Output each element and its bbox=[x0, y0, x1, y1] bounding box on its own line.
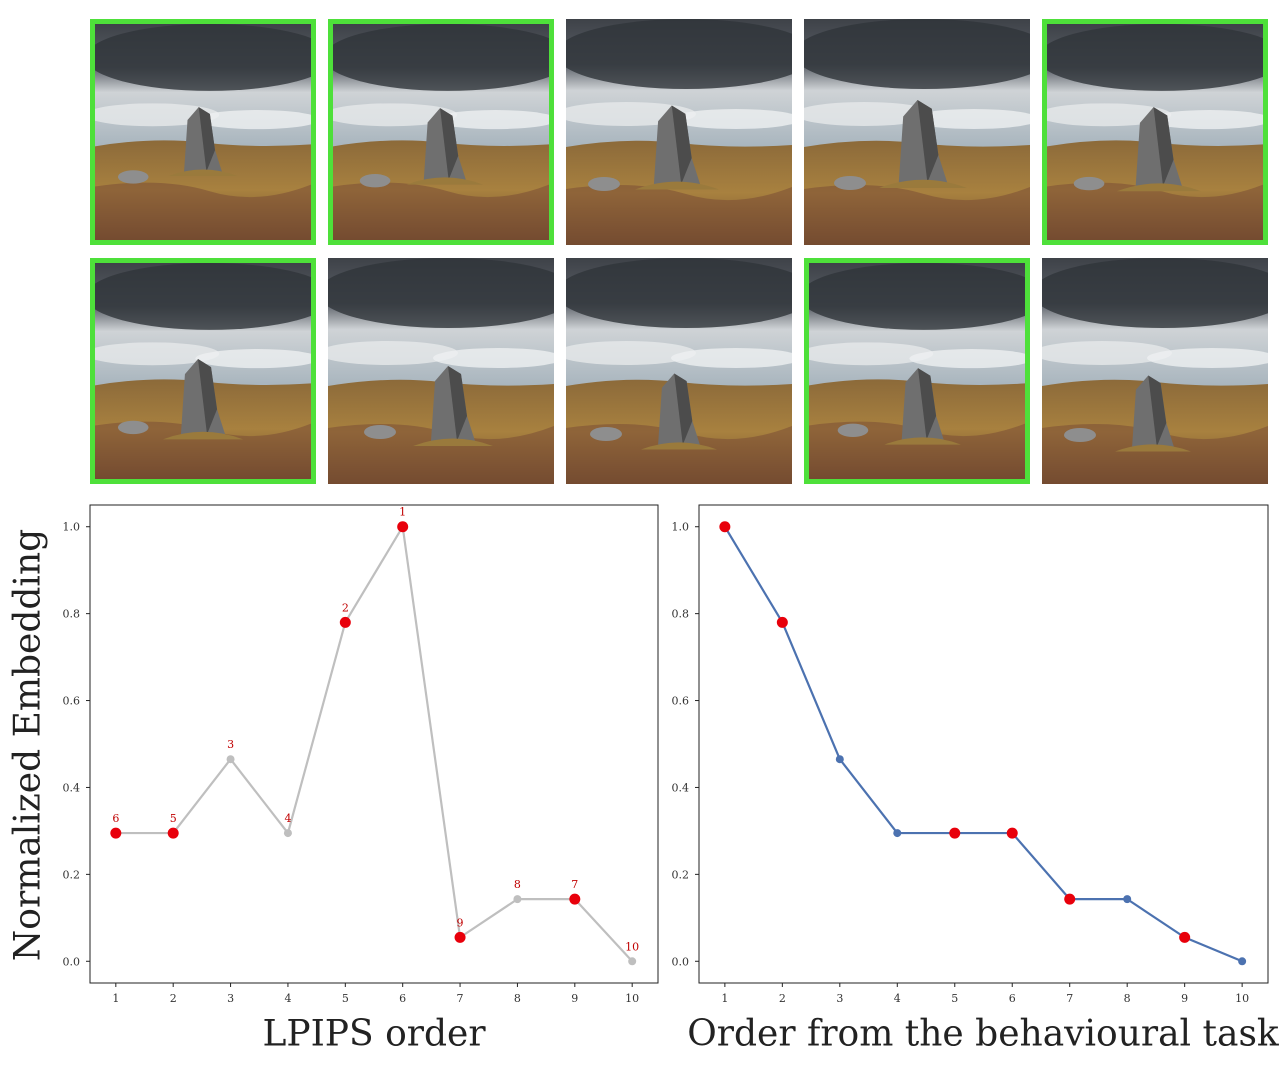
point-label: 1 bbox=[399, 506, 406, 519]
landscape-image bbox=[90, 19, 316, 245]
data-point-highlighted bbox=[776, 616, 788, 628]
x-tick-label: 6 bbox=[399, 992, 406, 1005]
x-tick-label: 2 bbox=[779, 992, 786, 1005]
landscape-image bbox=[566, 258, 792, 484]
y-tick-label: 0.2 bbox=[63, 868, 81, 881]
point-label: 10 bbox=[625, 940, 639, 953]
data-point-highlighted bbox=[167, 827, 179, 839]
x-tick-label: 8 bbox=[1124, 992, 1131, 1005]
landscape-image bbox=[804, 258, 1030, 484]
y-tick-label: 0.2 bbox=[672, 868, 690, 881]
landscape-image bbox=[1042, 258, 1268, 484]
x-axis-label-right: Order from the behavioural task bbox=[687, 1013, 1279, 1055]
x-tick-label: 7 bbox=[457, 992, 464, 1005]
point-label: 2 bbox=[342, 601, 349, 614]
point-label: 4 bbox=[284, 812, 291, 825]
y-tick-label: 0.4 bbox=[63, 781, 81, 794]
y-tick-label: 0.6 bbox=[63, 695, 81, 708]
x-tick-label: 4 bbox=[894, 992, 901, 1005]
data-point bbox=[893, 829, 902, 838]
y-tick-label: 1.0 bbox=[672, 521, 690, 534]
y-tick-label: 1.0 bbox=[63, 521, 81, 534]
data-point bbox=[628, 957, 637, 966]
data-point bbox=[226, 755, 235, 764]
landscape-image bbox=[804, 19, 1030, 245]
x-tick-label: 3 bbox=[227, 992, 234, 1005]
data-point bbox=[1238, 957, 1247, 966]
landscape-image bbox=[328, 19, 554, 245]
data-point-highlighted bbox=[719, 521, 731, 533]
data-point-highlighted bbox=[339, 616, 351, 628]
data-point-highlighted bbox=[454, 931, 466, 943]
x-tick-label: 5 bbox=[342, 992, 349, 1005]
data-point-highlighted bbox=[110, 827, 122, 839]
landscape-image bbox=[1042, 19, 1268, 245]
point-label: 8 bbox=[514, 878, 521, 891]
x-axis-label-left: LPIPS order bbox=[262, 1013, 486, 1055]
data-point-highlighted bbox=[1179, 931, 1191, 943]
data-point-highlighted bbox=[397, 521, 409, 533]
y-tick-label: 0.8 bbox=[672, 608, 690, 621]
data-point bbox=[283, 829, 292, 838]
axes-frame bbox=[89, 504, 659, 984]
x-tick-label: 9 bbox=[571, 992, 578, 1005]
x-tick-label: 4 bbox=[284, 992, 291, 1005]
data-point-highlighted bbox=[1064, 893, 1076, 905]
x-tick-label: 6 bbox=[1009, 992, 1016, 1005]
x-tick-label: 2 bbox=[170, 992, 177, 1005]
data-point bbox=[1123, 895, 1132, 904]
axes-frame bbox=[698, 504, 1269, 984]
x-tick-label: 8 bbox=[514, 992, 521, 1005]
point-label: 3 bbox=[227, 738, 234, 751]
x-tick-label: 10 bbox=[625, 992, 639, 1005]
x-tick-label: 10 bbox=[1235, 992, 1249, 1005]
y-tick-label: 0.8 bbox=[63, 608, 81, 621]
point-label: 6 bbox=[112, 812, 119, 825]
data-point-highlighted bbox=[949, 827, 961, 839]
y-tick-label: 0.0 bbox=[63, 955, 81, 968]
data-point-highlighted bbox=[569, 893, 581, 905]
landscape-image bbox=[90, 258, 316, 484]
chart-behavioural-order: 1 2 3 4 5 6 7 8 9 10 0.0 0.2 0.4 0.6 0.8 1.0 bbox=[672, 504, 1269, 1005]
x-tick-label: 3 bbox=[836, 992, 843, 1005]
data-point-highlighted bbox=[1006, 827, 1018, 839]
series-line bbox=[723, 526, 1243, 963]
point-label: 5 bbox=[170, 812, 177, 825]
data-point bbox=[513, 895, 522, 904]
y-tick-label: 0.6 bbox=[672, 695, 690, 708]
y-tick-label: 0.0 bbox=[672, 955, 690, 968]
landscape-image bbox=[328, 258, 554, 484]
x-tick-label: 1 bbox=[112, 992, 119, 1005]
point-label: 7 bbox=[571, 878, 578, 891]
chart-lpips-order: 1 2 3 4 5 6 7 8 9 10 0.0 0.2 0.4 0.6 0.8 1.0 6 5 3 4 2 1 9 8 7 10 bbox=[63, 504, 659, 1005]
x-tick-label: 9 bbox=[1181, 992, 1188, 1005]
series-line bbox=[115, 525, 633, 963]
data-point bbox=[835, 755, 844, 764]
y-tick-label: 0.4 bbox=[672, 781, 690, 794]
x-tick-label: 7 bbox=[1066, 992, 1073, 1005]
x-tick-label: 1 bbox=[721, 992, 728, 1005]
y-axis-label: Normalized Embedding bbox=[7, 528, 49, 962]
x-tick-label: 5 bbox=[951, 992, 958, 1005]
landscape-image bbox=[566, 19, 792, 245]
point-label: 9 bbox=[457, 916, 464, 929]
